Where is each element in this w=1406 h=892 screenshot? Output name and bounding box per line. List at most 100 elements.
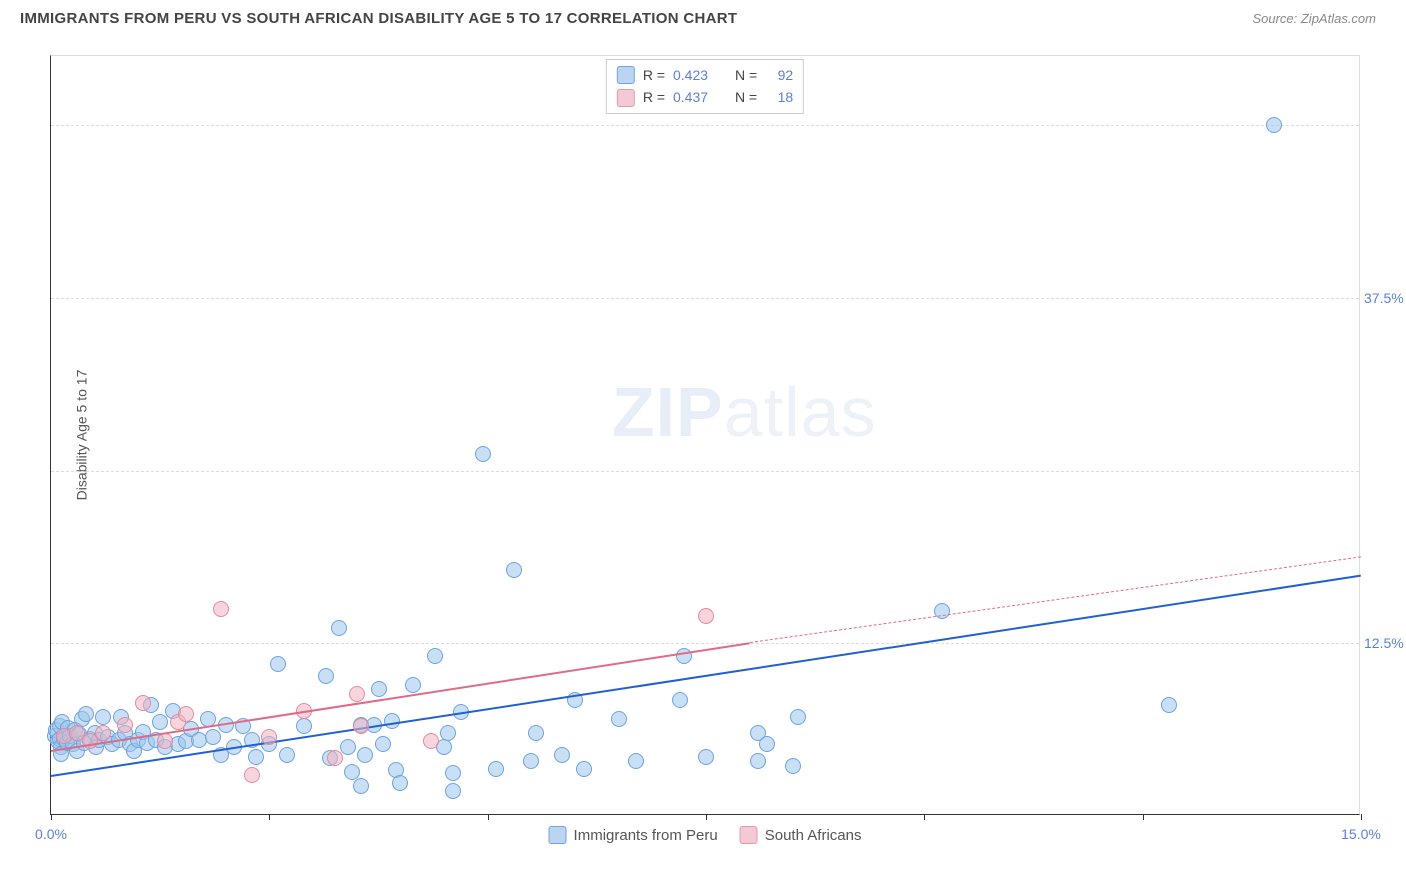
series-legend: Immigrants from Peru South Africans — [549, 826, 862, 844]
data-point — [790, 709, 806, 725]
data-point — [1266, 117, 1282, 133]
data-point — [357, 747, 373, 763]
data-point — [528, 725, 544, 741]
gridline — [51, 125, 1359, 126]
data-point — [205, 729, 221, 745]
r-label: R = — [643, 64, 665, 86]
data-point — [296, 718, 312, 734]
data-point — [152, 714, 168, 730]
data-point — [270, 656, 286, 672]
x-tick — [924, 814, 925, 820]
data-point — [750, 753, 766, 769]
watermark-atlas: atlas — [724, 373, 877, 451]
data-point — [445, 783, 461, 799]
data-point — [427, 648, 443, 664]
legend-item: Immigrants from Peru — [549, 826, 718, 844]
data-point — [384, 713, 400, 729]
data-point — [353, 718, 369, 734]
x-tick — [269, 814, 270, 820]
legend-row: R = 0.423 N = 92 — [617, 64, 793, 86]
chart-title: IMMIGRANTS FROM PERU VS SOUTH AFRICAN DI… — [20, 10, 737, 27]
legend-swatch — [740, 826, 758, 844]
data-point — [261, 729, 277, 745]
data-point — [331, 620, 347, 636]
r-label: R = — [643, 86, 665, 108]
scatter-chart: ZIPatlas Disability Age 5 to 17 R = 0.423… — [50, 55, 1360, 815]
data-point — [554, 747, 570, 763]
legend-row: R = 0.437 N = 18 — [617, 86, 793, 108]
y-tick-label: 37.5% — [1364, 290, 1406, 306]
data-point — [371, 681, 387, 697]
data-point — [611, 711, 627, 727]
data-point — [405, 677, 421, 693]
x-tick — [706, 814, 707, 820]
source-name: ZipAtlas.com — [1301, 11, 1376, 26]
x-tick-label: 0.0% — [35, 826, 67, 842]
n-label: N = — [735, 86, 757, 108]
data-point — [213, 601, 229, 617]
data-point — [759, 736, 775, 752]
data-point — [506, 562, 522, 578]
data-point — [157, 733, 173, 749]
data-point — [440, 725, 456, 741]
data-point — [672, 692, 688, 708]
data-point — [698, 608, 714, 624]
data-point — [676, 648, 692, 664]
data-point — [375, 736, 391, 752]
y-axis-label: Disability Age 5 to 17 — [73, 370, 89, 501]
data-point — [244, 767, 260, 783]
data-point — [628, 753, 644, 769]
data-point — [475, 446, 491, 462]
data-point — [934, 603, 950, 619]
legend-label: Immigrants from Peru — [574, 827, 718, 844]
data-point — [445, 765, 461, 781]
source-attribution: Source: ZipAtlas.com — [1252, 11, 1376, 26]
r-value: 0.423 — [673, 64, 721, 86]
watermark-zip: ZIP — [612, 373, 724, 451]
n-label: N = — [735, 64, 757, 86]
data-point — [488, 761, 504, 777]
data-point — [135, 695, 151, 711]
gridline — [51, 643, 1359, 644]
watermark: ZIPatlas — [612, 372, 877, 452]
x-tick — [1143, 814, 1144, 820]
data-point — [248, 749, 264, 765]
x-tick — [488, 814, 489, 820]
data-point — [523, 753, 539, 769]
data-point — [340, 739, 356, 755]
data-point — [117, 717, 133, 733]
trend-line-dashed — [750, 556, 1361, 643]
legend-swatch — [549, 826, 567, 844]
r-value: 0.437 — [673, 86, 721, 108]
chart-header: IMMIGRANTS FROM PERU VS SOUTH AFRICAN DI… — [0, 0, 1406, 32]
data-point — [392, 775, 408, 791]
data-point — [95, 725, 111, 741]
data-point — [318, 668, 334, 684]
source-prefix: Source: — [1252, 11, 1300, 26]
gridline — [51, 471, 1359, 472]
data-point — [327, 750, 343, 766]
data-point — [785, 758, 801, 774]
data-point — [178, 706, 194, 722]
legend-item: South Africans — [740, 826, 862, 844]
x-tick — [51, 814, 52, 820]
data-point — [279, 747, 295, 763]
data-point — [576, 761, 592, 777]
legend-swatch — [617, 89, 635, 107]
legend-swatch — [617, 66, 635, 84]
gridline — [51, 298, 1359, 299]
y-tick-label: 12.5% — [1364, 635, 1406, 651]
data-point — [353, 778, 369, 794]
data-point — [698, 749, 714, 765]
trend-line — [51, 574, 1361, 776]
data-point — [78, 706, 94, 722]
x-tick-label: 15.0% — [1341, 826, 1381, 842]
n-value: 92 — [765, 64, 793, 86]
n-value: 18 — [765, 86, 793, 108]
x-tick — [1361, 814, 1362, 820]
data-point — [349, 686, 365, 702]
data-point — [1161, 697, 1177, 713]
data-point — [95, 709, 111, 725]
trend-line — [51, 642, 750, 752]
data-point — [423, 733, 439, 749]
